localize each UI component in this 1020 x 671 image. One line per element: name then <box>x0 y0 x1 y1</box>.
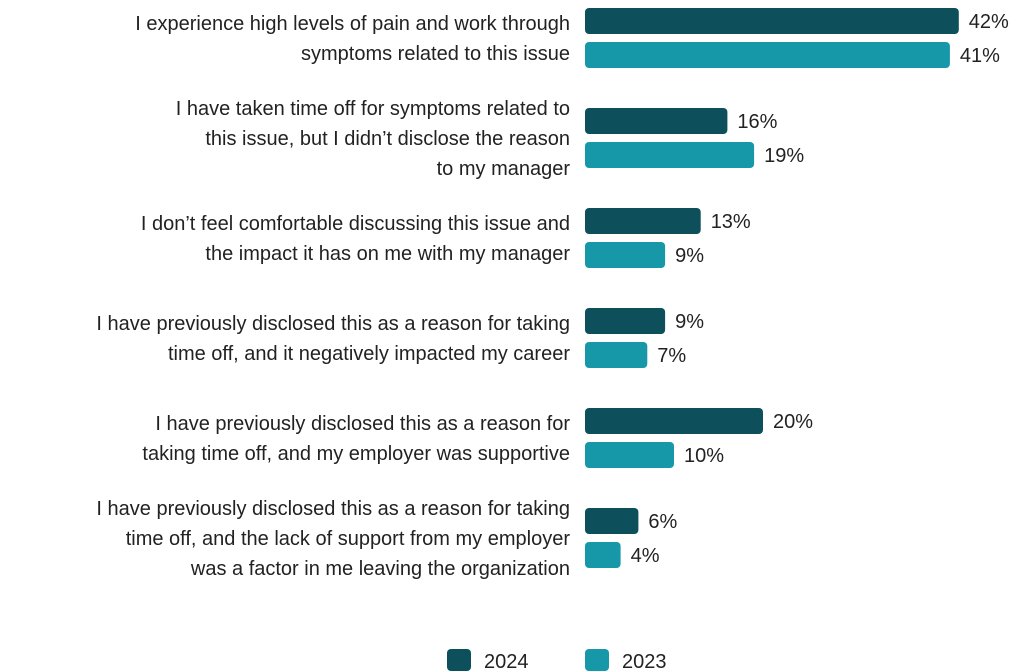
category-label-line: symptoms related to this issue <box>301 43 570 65</box>
value-label: 20% <box>773 411 813 433</box>
category-label-line: I have previously disclosed this as a re… <box>96 313 570 335</box>
value-label: 41% <box>960 45 1000 67</box>
value-label: 13% <box>711 211 751 233</box>
category-label: I have previously disclosed this as a re… <box>142 413 570 465</box>
category-label: I have previously disclosed this as a re… <box>96 498 570 580</box>
bar-2023 <box>585 342 648 368</box>
bar-2024 <box>585 308 666 334</box>
value-label: 9% <box>675 245 704 267</box>
value-label: 7% <box>657 345 686 367</box>
legend: 2024 2023 <box>447 649 667 671</box>
value-label: 16% <box>737 111 777 133</box>
category-label-line: this issue, but I didn’t disclose the re… <box>205 128 570 150</box>
legend-label: 2024 <box>484 651 529 671</box>
bar-2023 <box>585 142 755 168</box>
category-label-line: the impact it has on me with my manager <box>205 243 570 265</box>
category-label: I have previously disclosed this as a re… <box>96 313 570 365</box>
category-labels: I experience high levels of pain and wor… <box>96 13 570 580</box>
category-label-line: I have previously disclosed this as a re… <box>96 498 570 520</box>
value-label: 4% <box>631 545 660 567</box>
category-label-line: taking time off, and my employer was sup… <box>142 443 570 465</box>
value-label: 19% <box>764 145 804 167</box>
value-label: 42% <box>969 11 1009 33</box>
category-label-line: I experience high levels of pain and wor… <box>135 13 570 35</box>
category-label-line: I don’t feel comfortable discussing this… <box>141 213 570 235</box>
bar-2024 <box>585 8 959 34</box>
bar-2024 <box>585 508 639 534</box>
value-label: 6% <box>648 511 677 533</box>
legend-swatch-2023 <box>585 649 609 671</box>
category-label-line: time off, and it negatively impacted my … <box>168 343 570 365</box>
bar-2024 <box>585 108 728 134</box>
category-label: I experience high levels of pain and wor… <box>135 13 570 65</box>
bar-2023 <box>585 542 621 568</box>
bar-2023 <box>585 42 950 68</box>
category-label-line: I have previously disclosed this as a re… <box>155 413 570 435</box>
bars <box>585 8 959 568</box>
legend-swatch-2024 <box>447 649 471 671</box>
category-label-line: to my manager <box>437 158 571 180</box>
bar-2023 <box>585 442 674 468</box>
category-label-line: I have taken time off for symptoms relat… <box>176 98 570 120</box>
bar-2023 <box>585 242 666 268</box>
category-label: I don’t feel comfortable discussing this… <box>141 213 570 265</box>
value-label: 10% <box>684 445 724 467</box>
value-label: 9% <box>675 311 704 333</box>
value-labels: 42% 41% 16% 19% 13% 9% 9% 7% 20% 10% 6% 4% <box>631 11 1009 567</box>
bar-2024 <box>585 408 763 434</box>
category-label-line: was a factor in me leaving the organizat… <box>190 558 570 580</box>
category-label: I have taken time off for symptoms relat… <box>176 98 571 180</box>
category-label-line: time off, and the lack of support from m… <box>126 528 571 550</box>
legend-label: 2023 <box>622 651 667 671</box>
bar-2024 <box>585 208 701 234</box>
